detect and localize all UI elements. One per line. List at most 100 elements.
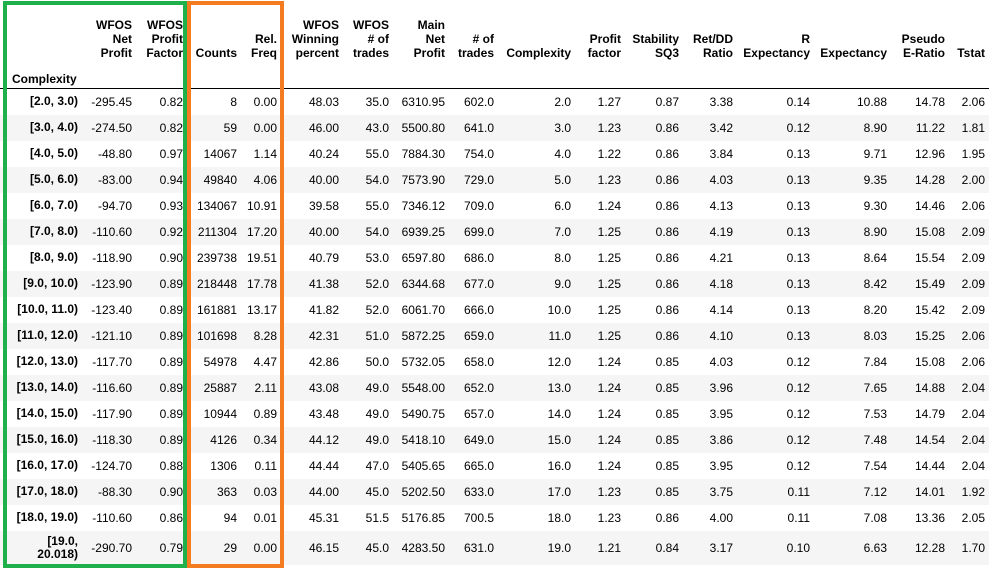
table-cell: 0.84 xyxy=(655,540,679,555)
table-cell: 52.0 xyxy=(365,276,389,291)
table-cell: 211304 xyxy=(197,224,237,239)
table-cell: 2.09 xyxy=(961,250,985,265)
table-cell: 8.03 xyxy=(863,328,887,343)
table-cell: -48.80 xyxy=(97,146,132,161)
table-cell: -83.00 xyxy=(97,172,132,187)
table-cell: 700.5 xyxy=(463,510,494,525)
table-cell: 16.0 xyxy=(547,458,571,473)
table-cell: 18.0 xyxy=(547,510,571,525)
row-label: [4.0, 5.0) xyxy=(29,146,78,160)
column-header-line: trades xyxy=(352,46,389,60)
table-cell: 3.86 xyxy=(709,432,733,447)
table-cell: 15.49 xyxy=(914,276,945,291)
table-cell: 2.09 xyxy=(961,224,985,239)
table-cell: 0.14 xyxy=(786,94,810,109)
table-cell: 15.08 xyxy=(914,224,945,239)
table-cell: 1.24 xyxy=(597,406,621,421)
table-cell: 1.95 xyxy=(961,146,985,161)
table-cell: 15.08 xyxy=(914,354,945,369)
table-cell: 44.00 xyxy=(308,484,339,499)
table-cell: 59 xyxy=(223,120,237,135)
table-cell: 3.38 xyxy=(709,94,733,109)
table-cell: 19.0 xyxy=(547,540,571,555)
row-label: [7.0, 8.0) xyxy=(29,224,78,238)
table-cell: 54978 xyxy=(203,354,237,369)
column-header-line: trades xyxy=(457,46,494,60)
table-cell: 686.0 xyxy=(463,250,494,265)
table-cell: 161881 xyxy=(196,302,237,317)
table-cell: 19.51 xyxy=(246,250,277,265)
table-cell: 666.0 xyxy=(463,302,494,317)
table-cell: 2.0 xyxy=(554,94,571,109)
table-cell: 49840 xyxy=(203,172,237,187)
index-name-filler xyxy=(82,62,989,89)
table-cell: -88.30 xyxy=(97,484,132,499)
table-cell: 657.0 xyxy=(463,406,494,421)
table-cell: 6061.70 xyxy=(401,302,445,317)
table-cell: 8.0 xyxy=(554,250,571,265)
column-header-line: Counts xyxy=(195,46,237,60)
table-cell: 0.89 xyxy=(159,302,183,317)
table-cell: 14.88 xyxy=(914,380,945,395)
table-cell: 2.11 xyxy=(254,380,277,395)
table-cell: 6597.80 xyxy=(401,250,445,265)
table-cell: 1.25 xyxy=(597,224,621,239)
table-cell: 0.86 xyxy=(655,510,679,525)
row-label: [16.0, 17.0) xyxy=(16,458,78,472)
table-cell: 363 xyxy=(216,484,237,499)
table-cell: 4.47 xyxy=(253,354,277,369)
table-cell: 1.25 xyxy=(597,328,621,343)
table-cell: 2.04 xyxy=(961,432,985,447)
table-cell: 7.53 xyxy=(863,406,887,421)
table-cell: 6.63 xyxy=(863,540,887,555)
table-cell: 1.21 xyxy=(597,540,621,555)
table-cell: 1.23 xyxy=(597,120,621,135)
table-cell: 665.0 xyxy=(463,458,494,473)
column-header-line: Ret/DD xyxy=(692,32,733,46)
table-cell: 5500.80 xyxy=(401,120,445,135)
table-cell: 13.36 xyxy=(914,510,945,525)
column-header-line: Profit xyxy=(589,32,621,46)
table-cell: 35.0 xyxy=(365,94,389,109)
table-cell: 1.70 xyxy=(961,540,985,555)
table-cell: 5732.05 xyxy=(401,354,445,369)
table-cell: 0.12 xyxy=(786,380,810,395)
table-cell: 44.12 xyxy=(308,432,339,447)
table-cell: 0.12 xyxy=(786,354,810,369)
index-name: Complexity xyxy=(12,72,77,86)
table-cell: 17.20 xyxy=(246,224,277,239)
column-header-line: WFOS xyxy=(303,18,339,32)
table-cell: 0.13 xyxy=(786,328,810,343)
table-cell: 41.82 xyxy=(308,302,339,317)
row-label: [15.0, 16.0) xyxy=(16,432,78,446)
table-cell: 4283.50 xyxy=(401,540,445,555)
table-cell: 1.22 xyxy=(597,146,621,161)
table-cell: 0.10 xyxy=(786,540,810,555)
table-cell: 4.21 xyxy=(709,250,733,265)
table-cell: 1.24 xyxy=(597,432,621,447)
table-cell: 2.04 xyxy=(961,458,985,473)
table-cell: 1.23 xyxy=(597,510,621,525)
table-cell: 49.0 xyxy=(365,380,389,395)
table-cell: 14.44 xyxy=(914,458,945,473)
table-cell: 1.27 xyxy=(597,94,621,109)
table-cell: 641.0 xyxy=(463,120,494,135)
table-cell: -295.45 xyxy=(91,94,132,109)
table-cell: 633.0 xyxy=(463,484,494,499)
table-cell: 3.75 xyxy=(709,484,733,499)
table-cell: 1.23 xyxy=(597,484,621,499)
table-cell: 5405.65 xyxy=(401,458,445,473)
table-cell: 0.12 xyxy=(786,120,810,135)
row-label: [18.0, 19.0) xyxy=(16,510,78,524)
table-cell: 2.09 xyxy=(961,276,985,291)
table-cell: 42.31 xyxy=(308,328,339,343)
table-cell: 39.58 xyxy=(308,198,339,213)
table-cell: 0.92 xyxy=(159,224,183,239)
table-cell: 0.89 xyxy=(159,354,183,369)
table-cell: -110.60 xyxy=(92,510,132,525)
table-cell: 1306 xyxy=(210,458,237,473)
table-cell: 43.08 xyxy=(308,380,339,395)
index-header-blank xyxy=(0,0,82,62)
table-cell: 0.11 xyxy=(254,458,277,473)
table-cell: 631.0 xyxy=(463,540,494,555)
